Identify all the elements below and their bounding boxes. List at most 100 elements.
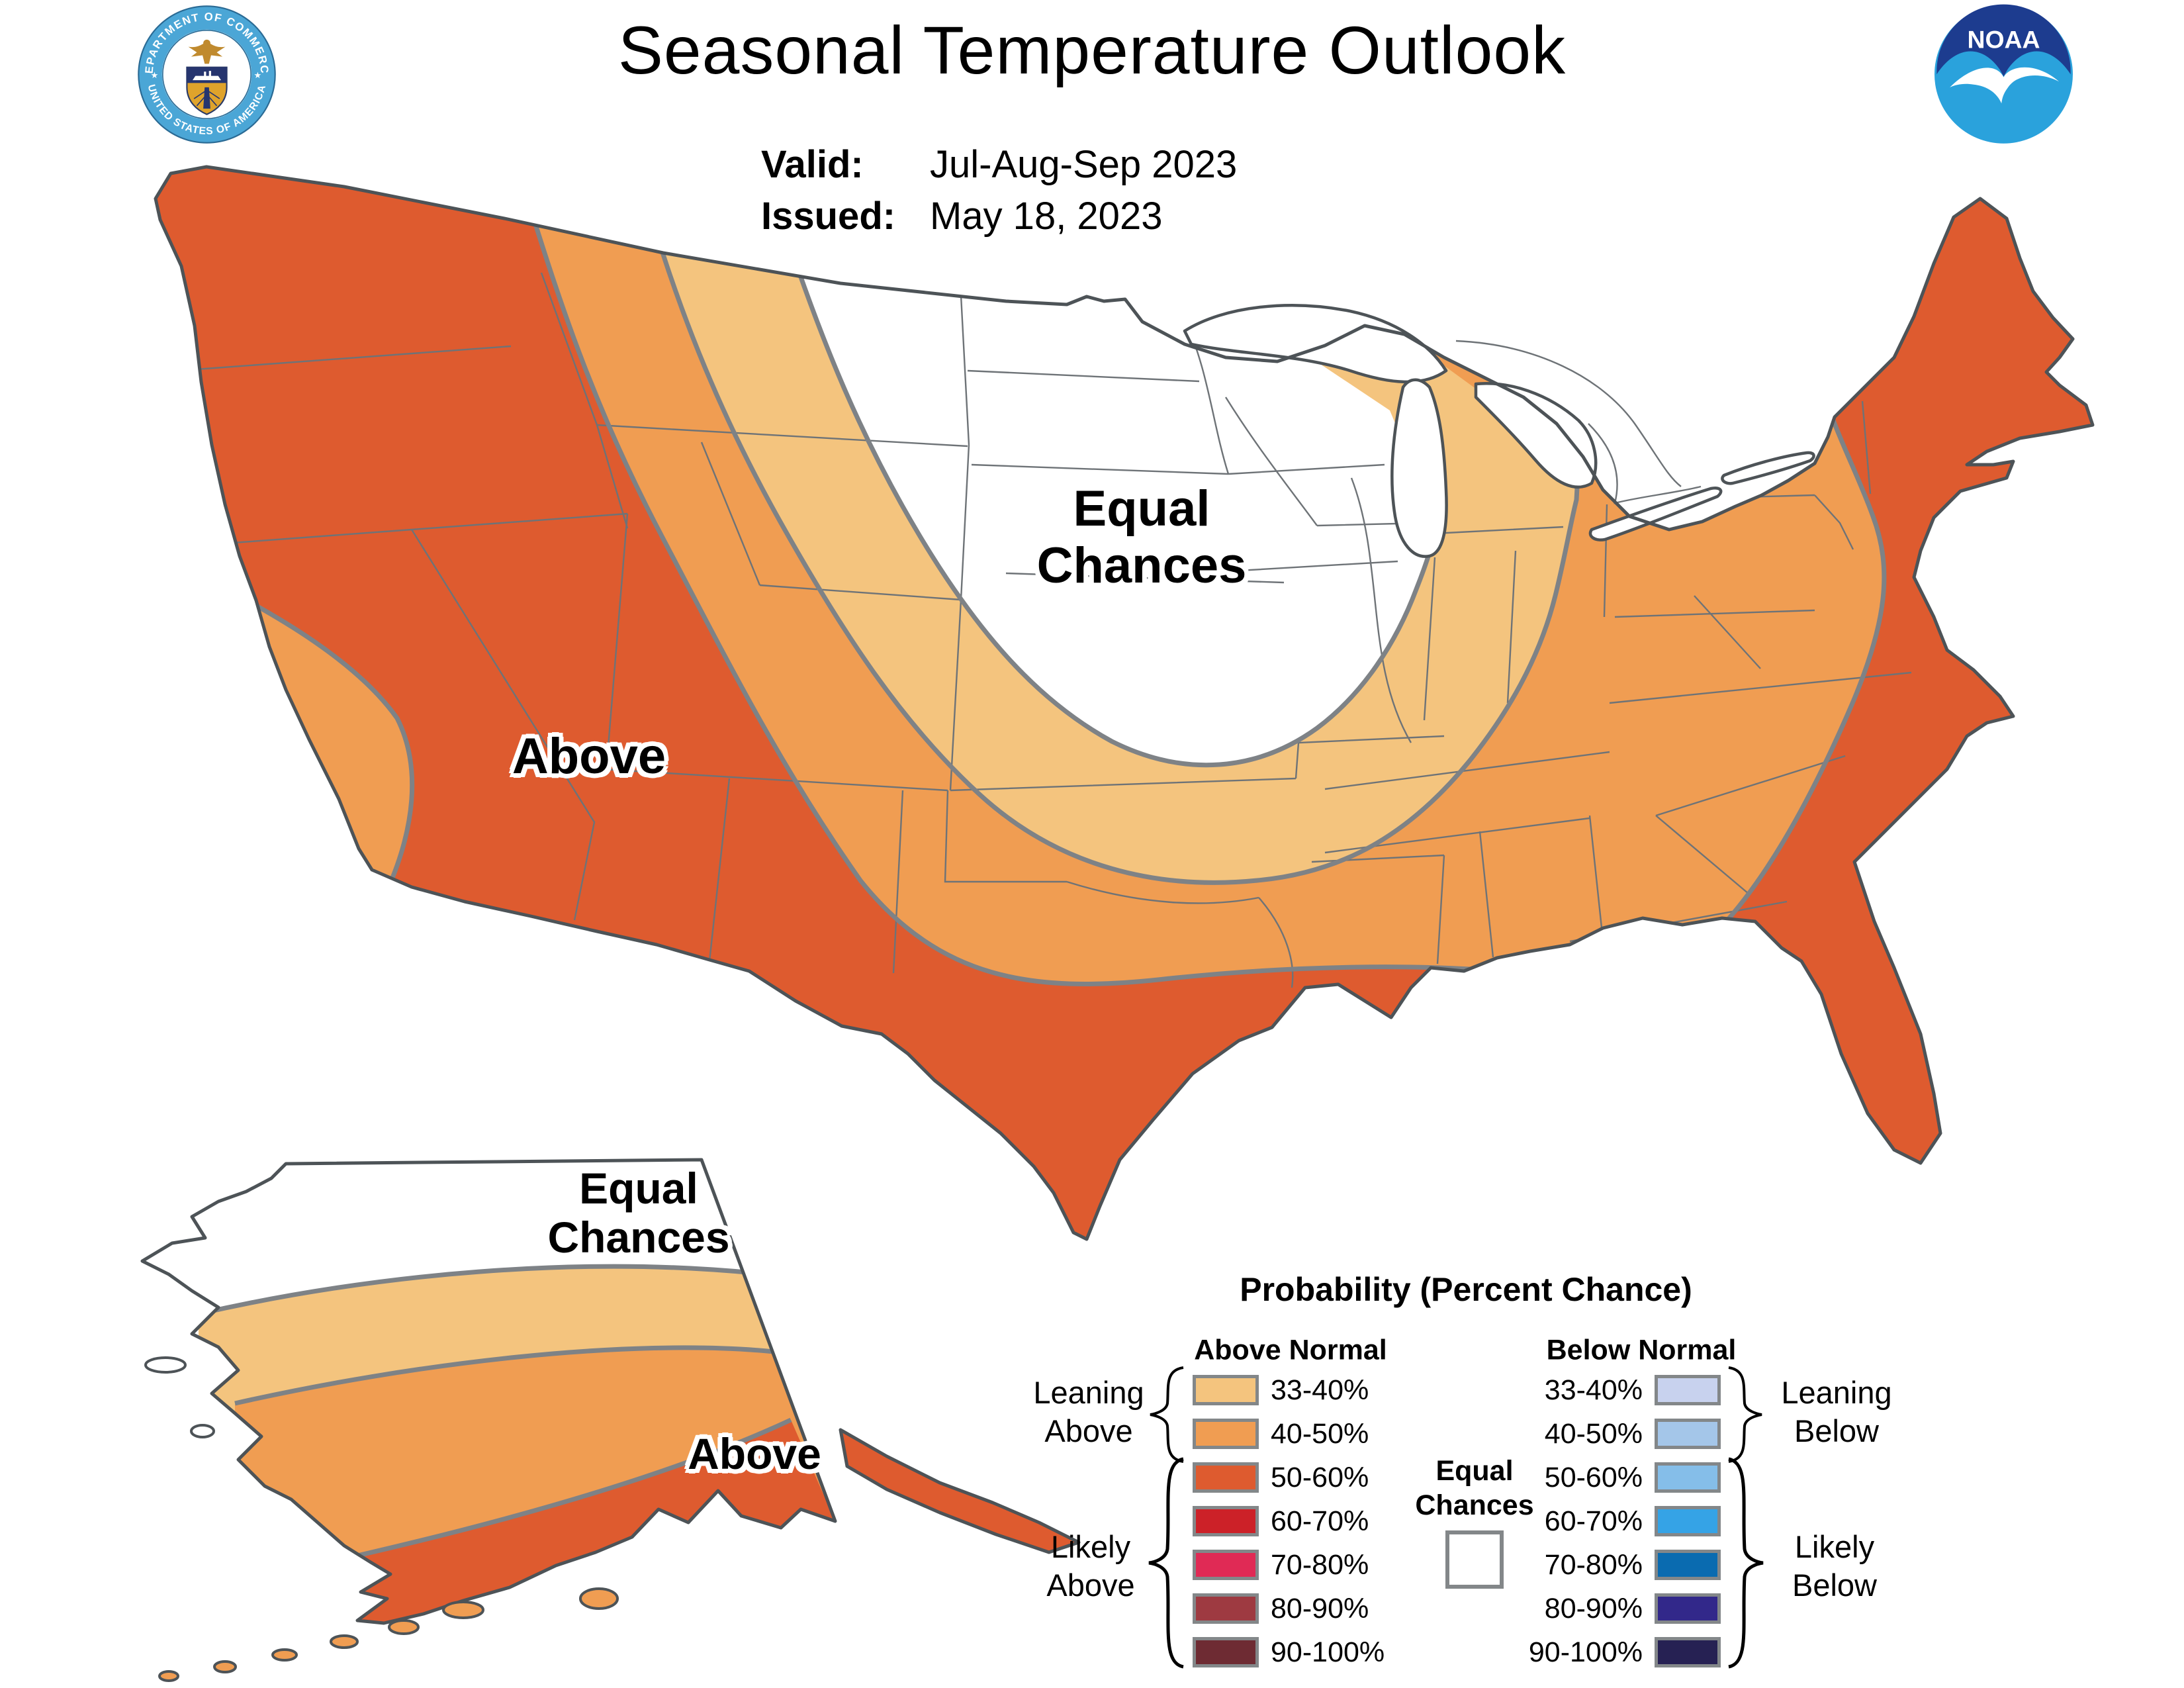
alaska-coastline	[140, 1158, 837, 1625]
legend-equal-chances-label: Equal Chances	[1415, 1454, 1533, 1523]
noaa-logo-top	[1936, 4, 2071, 77]
legend-row-below-33-40%: 33-40%	[1544, 1374, 1721, 1406]
legend-row-label: 40-50%	[1544, 1417, 1643, 1450]
legend-row-above-40-50%: 40-50%	[1193, 1417, 1385, 1450]
legend-row-label: 50-60%	[1271, 1461, 1369, 1493]
likely-above-line1: Likely	[1050, 1529, 1131, 1564]
legend-swatch-above-40-50%	[1193, 1419, 1259, 1449]
legend-row-label: 90-100%	[1271, 1636, 1385, 1668]
alaska-equal-chances-label: Equal Chances	[547, 1164, 729, 1262]
legend-row-label: 33-40%	[1544, 1374, 1643, 1406]
leaning-above-label: Leaning Above	[1033, 1374, 1144, 1450]
leaning-below-brace	[1728, 1366, 1762, 1463]
legend-row-label: 33-40%	[1271, 1374, 1369, 1406]
legend-row-above-60-70%: 60-70%	[1193, 1505, 1385, 1537]
likely-below-line2: Below	[1792, 1568, 1878, 1603]
conus-equal-line1: Equal	[1073, 481, 1210, 537]
conus-region-equal-chances	[794, 258, 1437, 765]
valid-value: Jul-Aug-Sep 2023	[930, 143, 1238, 186]
legend-equal-chances-swatch	[1445, 1530, 1504, 1589]
state-borders	[195, 272, 1912, 988]
validity-block: Valid: Jul-Aug-Sep 2023 Issued: May 18, 20…	[761, 139, 1237, 242]
noaa-bird-icon	[1950, 67, 2060, 104]
legend-row-below-70-80%: 70-80%	[1544, 1548, 1721, 1581]
legend-row-label: 80-90%	[1544, 1592, 1643, 1624]
great-lakes	[1183, 304, 1815, 558]
lake-superior	[1183, 304, 1448, 384]
aleutian-islands	[144, 1356, 619, 1682]
legend-equal-line1: Equal	[1435, 1455, 1514, 1487]
legend-swatch-below-50-60%	[1655, 1462, 1721, 1493]
valid-line: Valid: Jul-Aug-Sep 2023	[761, 139, 1237, 191]
leaning-below-line2: Below	[1794, 1413, 1879, 1448]
leaning-below-label: Leaning Below	[1781, 1374, 1891, 1450]
conus-equal-chances-label: Equal Chances	[1037, 481, 1247, 594]
likely-below-brace	[1728, 1457, 1764, 1669]
alaska-equal-line2: Chances	[547, 1213, 730, 1262]
legend-swatch-below-90-100%	[1655, 1637, 1721, 1667]
likely-above-line2: Above	[1046, 1568, 1135, 1603]
legend-below-rows: 33-40% 40-50% 50-60% 60-70% 70-80% 80-90% 90-1…	[1514, 1374, 1721, 1668]
conus-above-label: Above	[512, 728, 666, 784]
leaning-above-brace	[1150, 1366, 1184, 1463]
noaa-logo: NOAA	[1934, 4, 2073, 144]
likely-below-line1: Likely	[1794, 1529, 1875, 1564]
legend-row-below-40-50%: 40-50%	[1544, 1417, 1721, 1450]
legend-swatch-above-90-100%	[1193, 1637, 1259, 1667]
conus-coastline	[154, 165, 2095, 1241]
leaning-below-line1: Leaning	[1781, 1375, 1892, 1410]
legend-row-label: 50-60%	[1544, 1461, 1643, 1493]
legend-row-label: 60-70%	[1544, 1505, 1643, 1537]
likely-above-label: Likely Above	[1046, 1528, 1134, 1605]
leaning-above-line2: Above	[1044, 1413, 1133, 1448]
legend-row-below-90-100%: 90-100%	[1528, 1636, 1721, 1668]
issued-line: Issued: May 18, 2023	[761, 191, 1237, 242]
lake-huron	[1474, 382, 1598, 489]
doc-star-left: ★	[151, 70, 159, 80]
legend-above-rows: 33-40% 40-50% 50-60% 60-70% 70-80% 80-90% 90-1…	[1193, 1374, 1385, 1668]
legend-row-below-60-70%: 60-70%	[1544, 1505, 1721, 1537]
legend-row-above-33-40%: 33-40%	[1193, 1374, 1385, 1406]
alaska-panhandle	[839, 1428, 1081, 1554]
legend-swatch-below-70-80%	[1655, 1550, 1721, 1580]
legend-row-label: 80-90%	[1271, 1592, 1369, 1624]
legend-row-above-90-100%: 90-100%	[1193, 1636, 1385, 1668]
page-title: Seasonal Temperature Outlook	[617, 13, 1567, 88]
legend-row-label: 70-80%	[1544, 1548, 1643, 1581]
likely-above-brace	[1148, 1457, 1184, 1669]
issued-label: Issued:	[761, 195, 896, 238]
legend-row-below-80-90%: 80-90%	[1545, 1593, 1721, 1624]
legend-row-above-50-60%: 50-60%	[1193, 1462, 1385, 1493]
lake-michigan	[1390, 378, 1448, 558]
issued-value: May 18, 2023	[930, 195, 1163, 238]
likely-below-label: Likely Below	[1792, 1528, 1877, 1605]
leaning-above-line1: Leaning	[1033, 1375, 1144, 1410]
legend-row-label: 40-50%	[1271, 1417, 1369, 1450]
lake-ontario	[1721, 451, 1815, 485]
legend-swatch-above-50-60%	[1193, 1462, 1259, 1493]
alaska-equal-line1: Equal	[579, 1164, 698, 1213]
legend-swatch-above-60-70%	[1193, 1506, 1259, 1536]
legend-title: Probability (Percent Chance)	[1240, 1271, 1692, 1308]
legend-row-below-50-60%: 50-60%	[1545, 1462, 1721, 1493]
legend-row-above-80-90%: 80-90%	[1193, 1593, 1385, 1624]
legend-swatch-below-33-40%	[1655, 1375, 1721, 1405]
valid-label: Valid:	[761, 143, 864, 186]
doc-emblem	[186, 39, 228, 115]
doc-star-right: ★	[253, 70, 261, 80]
legend-swatch-above-80-90%	[1193, 1593, 1259, 1624]
legend-row-label: 70-80%	[1271, 1548, 1369, 1581]
legend-swatch-below-40-50%	[1655, 1419, 1721, 1449]
legend-swatch-below-80-90%	[1655, 1593, 1721, 1624]
legend-row-label: 90-100%	[1528, 1636, 1643, 1668]
legend-equal-line2: Chances	[1415, 1489, 1534, 1521]
legend-swatch-above-70-80%	[1193, 1550, 1259, 1580]
legend-row-label: 60-70%	[1271, 1505, 1369, 1537]
legend-swatch-above-33-40%	[1193, 1375, 1259, 1405]
alaska-above-label: Above	[688, 1429, 821, 1478]
noaa-logo-text: NOAA	[1967, 26, 2040, 54]
lake-erie	[1588, 487, 1723, 541]
conus-equal-line2: Chances	[1036, 538, 1247, 594]
